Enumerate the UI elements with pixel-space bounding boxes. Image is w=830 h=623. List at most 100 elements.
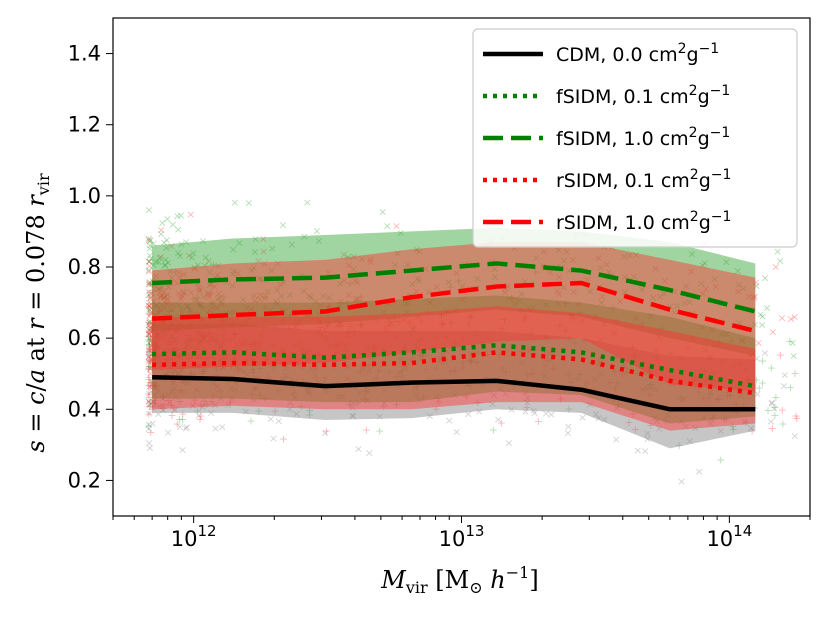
scatter-point: + (218, 350, 227, 363)
scatter-point: + (197, 334, 206, 347)
scatter-point: × (307, 312, 316, 325)
scatter-point: + (345, 320, 354, 333)
scatter-point: × (319, 289, 328, 302)
scatter-point: × (698, 287, 707, 300)
scatter-point: × (145, 275, 154, 288)
scatter-point: + (207, 395, 216, 408)
scatter-point: × (190, 261, 199, 274)
scatter-point: × (146, 292, 155, 305)
scatter-point: × (290, 391, 299, 404)
scatter-point: × (205, 278, 214, 291)
scatter-point: × (569, 286, 578, 299)
scatter-point: + (208, 297, 217, 310)
scatter-point: + (323, 310, 332, 323)
scatter-point: × (144, 232, 153, 245)
scatter-point: + (158, 290, 167, 303)
scatter-point: × (717, 328, 726, 341)
scatter-point: + (446, 365, 455, 378)
scatter-point: × (602, 258, 611, 271)
scatter-point: × (273, 257, 282, 270)
scatter-point: + (181, 376, 190, 389)
scatter-point: × (144, 278, 153, 291)
scatter-point: × (343, 351, 352, 364)
scatter-point: + (776, 348, 785, 361)
scatter-point: + (198, 329, 207, 342)
scatter-point: × (158, 325, 167, 338)
scatter-point: + (464, 317, 473, 330)
scatter-point: + (145, 335, 154, 348)
scatter-point: + (231, 328, 240, 341)
scatter-point: + (611, 381, 620, 394)
scatter-point: + (400, 341, 409, 354)
scatter-point: + (359, 360, 368, 373)
scatter-point: × (697, 277, 706, 290)
scatter-point: + (706, 388, 715, 401)
scatter-point: + (146, 331, 155, 344)
scatter-point: × (301, 345, 310, 358)
scatter-point: × (698, 259, 707, 272)
scatter-point: + (255, 341, 264, 354)
scatter-point: × (173, 350, 182, 363)
median-lines (152, 261, 756, 412)
scatter-point: + (718, 356, 727, 369)
scatter-point: + (306, 345, 315, 358)
scatter-point: × (168, 303, 177, 316)
scatter-point: + (286, 309, 295, 322)
scatter-point: + (548, 362, 557, 375)
scatter-point: × (573, 298, 582, 311)
scatter-point: + (566, 308, 575, 321)
scatter-point: × (339, 248, 348, 261)
scatter-point: + (154, 305, 163, 318)
scatter-point: + (610, 365, 619, 378)
scatter-point: × (212, 369, 221, 382)
scatter-point: + (279, 314, 288, 327)
scatter-point: × (149, 237, 158, 250)
scatter-point: × (152, 299, 161, 312)
scatter-point: + (255, 337, 264, 350)
scatter-point: × (158, 314, 167, 327)
scatter-point: + (361, 385, 370, 398)
scatter-point: × (164, 388, 173, 401)
scatter-point: × (146, 362, 155, 375)
scatter-point: × (162, 355, 171, 368)
scatter-point: + (778, 404, 787, 417)
scatter-point: × (363, 394, 372, 407)
scatter-point: + (742, 362, 751, 375)
scatter-point: + (523, 369, 532, 382)
scatter-point: × (204, 288, 213, 301)
scatter-point: × (752, 352, 761, 365)
scatter-point: × (166, 265, 175, 278)
scatter-point: + (458, 332, 467, 345)
scatter-point: × (351, 274, 360, 287)
scatter-point: + (232, 344, 241, 357)
scatter-point: + (441, 330, 450, 343)
scatter-point: + (184, 329, 193, 342)
scatter-point: × (148, 287, 157, 300)
scatter-point: × (146, 322, 155, 335)
scatter-point: + (175, 413, 184, 426)
scatter-point: × (641, 444, 650, 457)
scatter-point: × (739, 282, 748, 295)
scatter-point: + (322, 332, 331, 345)
scatter-point: + (289, 387, 298, 400)
legend: CDM, 0.0 cm2g−1 fSIDM, 0.1 cm2g−1 fSIDM, 1… (472, 28, 798, 248)
scatter-point: + (195, 360, 204, 373)
scatter-point: + (171, 266, 180, 279)
scatter-point: × (699, 411, 708, 424)
scatter-point: + (437, 308, 446, 321)
scatter-point: + (344, 325, 353, 338)
scatter-point: × (594, 411, 603, 424)
scatter-point: + (446, 280, 455, 293)
y-axis-label: s = c/a at r = 0.078 rvir (22, 173, 53, 453)
scatter-point: × (167, 330, 176, 343)
scatter-point: × (145, 399, 154, 412)
scatter-point: × (585, 398, 594, 411)
scatter-point: + (146, 332, 155, 345)
scatter-point: + (770, 401, 779, 414)
scatter-point: × (547, 408, 556, 421)
scatter-point: × (169, 382, 178, 395)
scatter-point: + (196, 410, 205, 423)
scatter-point: × (249, 261, 258, 274)
scatter-point: + (472, 356, 481, 369)
scatter-point: + (767, 361, 776, 374)
